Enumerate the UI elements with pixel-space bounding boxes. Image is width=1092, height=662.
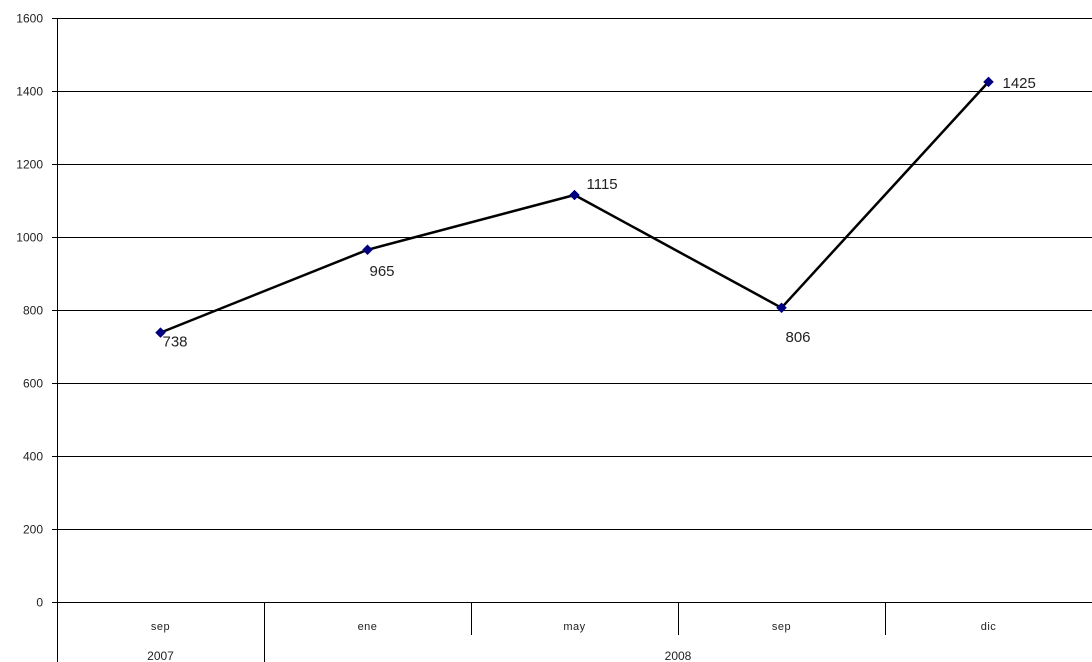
y-tick-label: 400: [23, 450, 43, 464]
series-line-path: [160, 81, 990, 334]
y-axis-tick-labels: 0 200 400 600 800 1000 1200 1400 1600: [16, 12, 43, 610]
x-category-label: sep: [772, 621, 791, 633]
y-tick-label: 0: [36, 596, 43, 610]
x-category-label: ene: [358, 621, 378, 633]
data-label: 1115: [587, 176, 618, 193]
data-point-marker: [362, 244, 373, 256]
x-category-label: may: [563, 621, 585, 633]
y-tick-label: 200: [23, 523, 43, 537]
data-label: 738: [163, 334, 188, 351]
data-point-marker: [569, 189, 580, 201]
data-label: 965: [370, 263, 395, 280]
y-tick-label: 1600: [16, 12, 43, 26]
x-group-label: 2007: [147, 649, 174, 662]
data-label: 806: [786, 329, 811, 346]
data-label: 1425: [1003, 75, 1036, 92]
series-line: [160, 81, 990, 334]
y-tick-label: 1400: [16, 85, 43, 99]
data-point-marker: [983, 76, 994, 88]
data-point-marker: [776, 302, 787, 314]
data-point-marker: [155, 327, 166, 338]
y-tick-label: 600: [23, 377, 43, 391]
x-category-label: sep: [151, 621, 170, 633]
x-category-label: dic: [981, 621, 997, 633]
y-tick-label: 800: [23, 304, 43, 318]
y-tick-label: 1200: [16, 158, 43, 172]
x-group-label: 2008: [665, 649, 692, 662]
y-tick-label: 1000: [16, 231, 43, 245]
gridlines: [57, 18, 1092, 530]
axes: [52, 18, 1092, 662]
data-labels: 738 965 1115 806 1425: [163, 75, 1036, 351]
series-markers: [155, 76, 994, 338]
x-axis-category-labels: sep ene may sep dic 2007 2008: [147, 621, 996, 662]
